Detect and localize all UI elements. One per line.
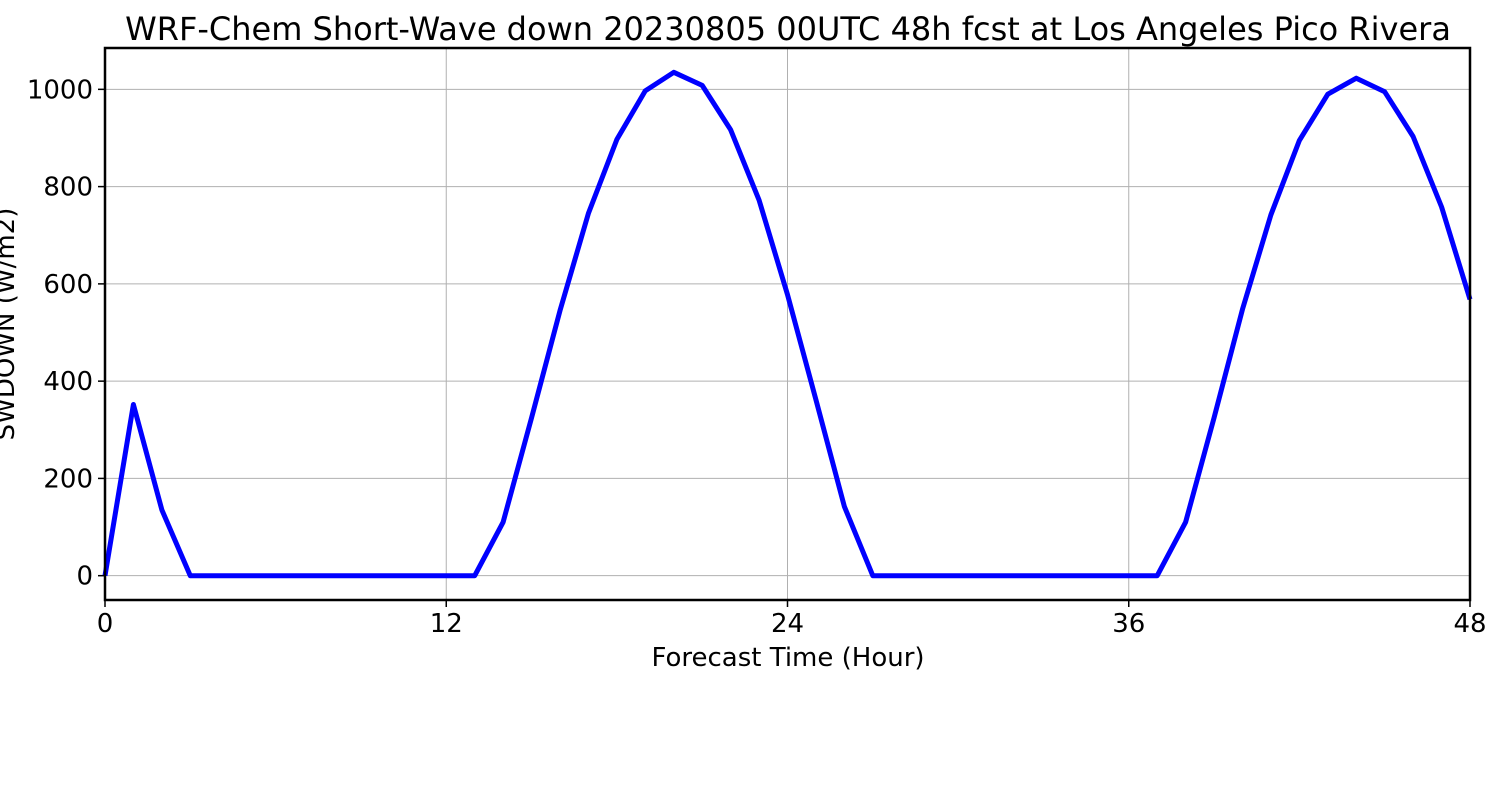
y-tick-label: 0: [76, 562, 93, 592]
x-tick-label: 12: [430, 609, 463, 639]
y-tick-label: 800: [43, 173, 93, 203]
y-tick-label: 200: [43, 464, 93, 494]
ticks: 0 12 24 36 48 0 200 400 600 800 1000: [27, 75, 1487, 639]
x-tick-label: 36: [1112, 609, 1145, 639]
x-tick-label: 48: [1453, 609, 1486, 639]
series-layer: [102, 69, 1473, 579]
chart-title: WRF-Chem Short-Wave down 20230805 00UTC …: [125, 10, 1451, 48]
x-tick-label: 24: [771, 609, 804, 639]
grid-lines: [104, 48, 1471, 600]
y-tick-label: 1000: [27, 75, 93, 105]
y-tick-label: 600: [43, 270, 93, 300]
x-tick-label: 0: [97, 609, 114, 639]
series-line: [102, 69, 1473, 579]
y-tick-label: 400: [43, 367, 93, 397]
x-axis-label: Forecast Time (Hour): [651, 643, 924, 673]
y-axis-label: SWDOWN (W/m2): [0, 208, 21, 441]
